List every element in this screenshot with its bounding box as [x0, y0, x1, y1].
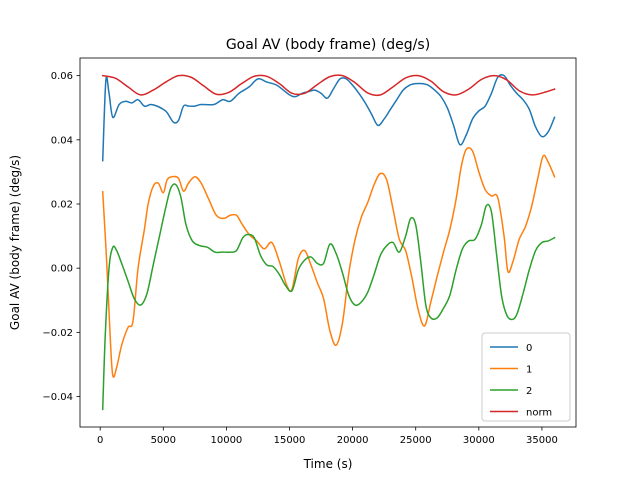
legend: 0 1 2 norm [481, 332, 571, 422]
series-line-0 [101, 74, 556, 162]
x-tick-label: 35000 [526, 435, 558, 446]
y-tick-label: 0.02 [51, 199, 73, 210]
x-tick-label: 20000 [337, 435, 369, 446]
axes-frame [79, 57, 577, 428]
y-tick-label: −0.04 [42, 392, 73, 403]
x-tick-label: 5000 [151, 435, 176, 446]
series-line-1 [101, 147, 556, 378]
series-line-2 [101, 183, 556, 411]
x-tick-label: 10000 [210, 435, 242, 446]
legend-label-2: 2 [526, 386, 532, 397]
legend-label-1: 1 [526, 365, 532, 376]
x-axis: 0 5000 10000 15000 20000 25000 30000 35000 [97, 427, 558, 446]
x-tick-label: 0 [97, 435, 103, 446]
legend-label-0: 0 [526, 343, 532, 354]
legend-box [481, 332, 571, 422]
y-tick-label: −0.02 [42, 328, 73, 339]
y-tick-label: 0.04 [51, 135, 73, 146]
legend-label-norm: norm [526, 408, 552, 419]
x-tick-label: 25000 [400, 435, 432, 446]
x-tick-label: 30000 [463, 435, 495, 446]
x-axis-label: Time (s) [303, 457, 353, 471]
y-axis-label: Goal AV (body frame) (deg/s) [8, 155, 22, 330]
series-line-norm [101, 74, 556, 97]
y-tick-label: 0.06 [51, 71, 73, 82]
chart-title: Goal AV (body frame) (deg/s) [226, 37, 430, 53]
y-tick-label: 0.00 [51, 264, 73, 275]
series-layer [101, 74, 556, 411]
x-tick-label: 15000 [274, 435, 306, 446]
y-axis: −0.04 −0.02 0.00 0.02 0.04 0.06 [42, 71, 80, 403]
